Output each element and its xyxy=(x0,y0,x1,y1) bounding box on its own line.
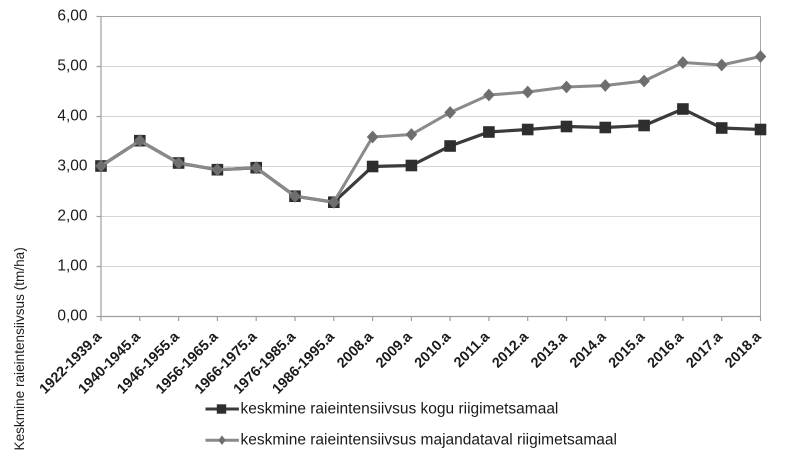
svg-text:5,00: 5,00 xyxy=(57,58,88,75)
svg-text:4,00: 4,00 xyxy=(57,108,88,125)
svg-text:Keskmine raieintensiivsus (tm/: Keskmine raieintensiivsus (tm/ha) xyxy=(12,247,27,450)
svg-text:2,00: 2,00 xyxy=(57,208,88,225)
svg-text:0,00: 0,00 xyxy=(57,308,88,325)
svg-text:6,00: 6,00 xyxy=(57,8,88,25)
svg-text:3,00: 3,00 xyxy=(57,158,88,175)
svg-text:keskmine raieintensiivsus kogu: keskmine raieintensiivsus kogu riigimets… xyxy=(241,401,559,418)
svg-text:1,00: 1,00 xyxy=(57,258,88,275)
svg-text:keskmine raieintensiivsus maja: keskmine raieintensiivsus majandataval r… xyxy=(241,432,617,449)
